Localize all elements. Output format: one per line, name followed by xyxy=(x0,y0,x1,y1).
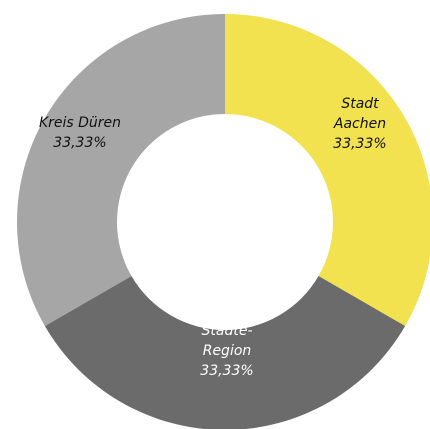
slice-name-label: Aachen xyxy=(333,116,386,132)
slice-labels: Stadt Aachen 33,33%Städte-Region 33,33%Krei… xyxy=(39,96,387,379)
slice-name-label: Kreis Düren xyxy=(39,115,121,131)
slice-name-label: Städte- xyxy=(202,323,253,339)
slice-value-label: 33,33% xyxy=(333,136,386,152)
donut-slice-0 xyxy=(225,14,430,326)
slice-label-1: Städte- Region 33,33% xyxy=(200,323,253,379)
slice-value-label: 33,33% xyxy=(200,363,253,379)
slice-name-label: Region xyxy=(203,343,252,359)
donut-slice-1 xyxy=(44,276,406,429)
slice-label-2: Kreis Düren 33,33% xyxy=(39,115,121,151)
slice-label-0: Stadt Aachen 33,33% xyxy=(333,96,387,152)
slice-name-label: Stadt xyxy=(341,96,379,112)
donut-slices xyxy=(16,14,430,429)
slice-value-label: 33,33% xyxy=(53,135,106,151)
donut-slice-2 xyxy=(16,14,225,326)
